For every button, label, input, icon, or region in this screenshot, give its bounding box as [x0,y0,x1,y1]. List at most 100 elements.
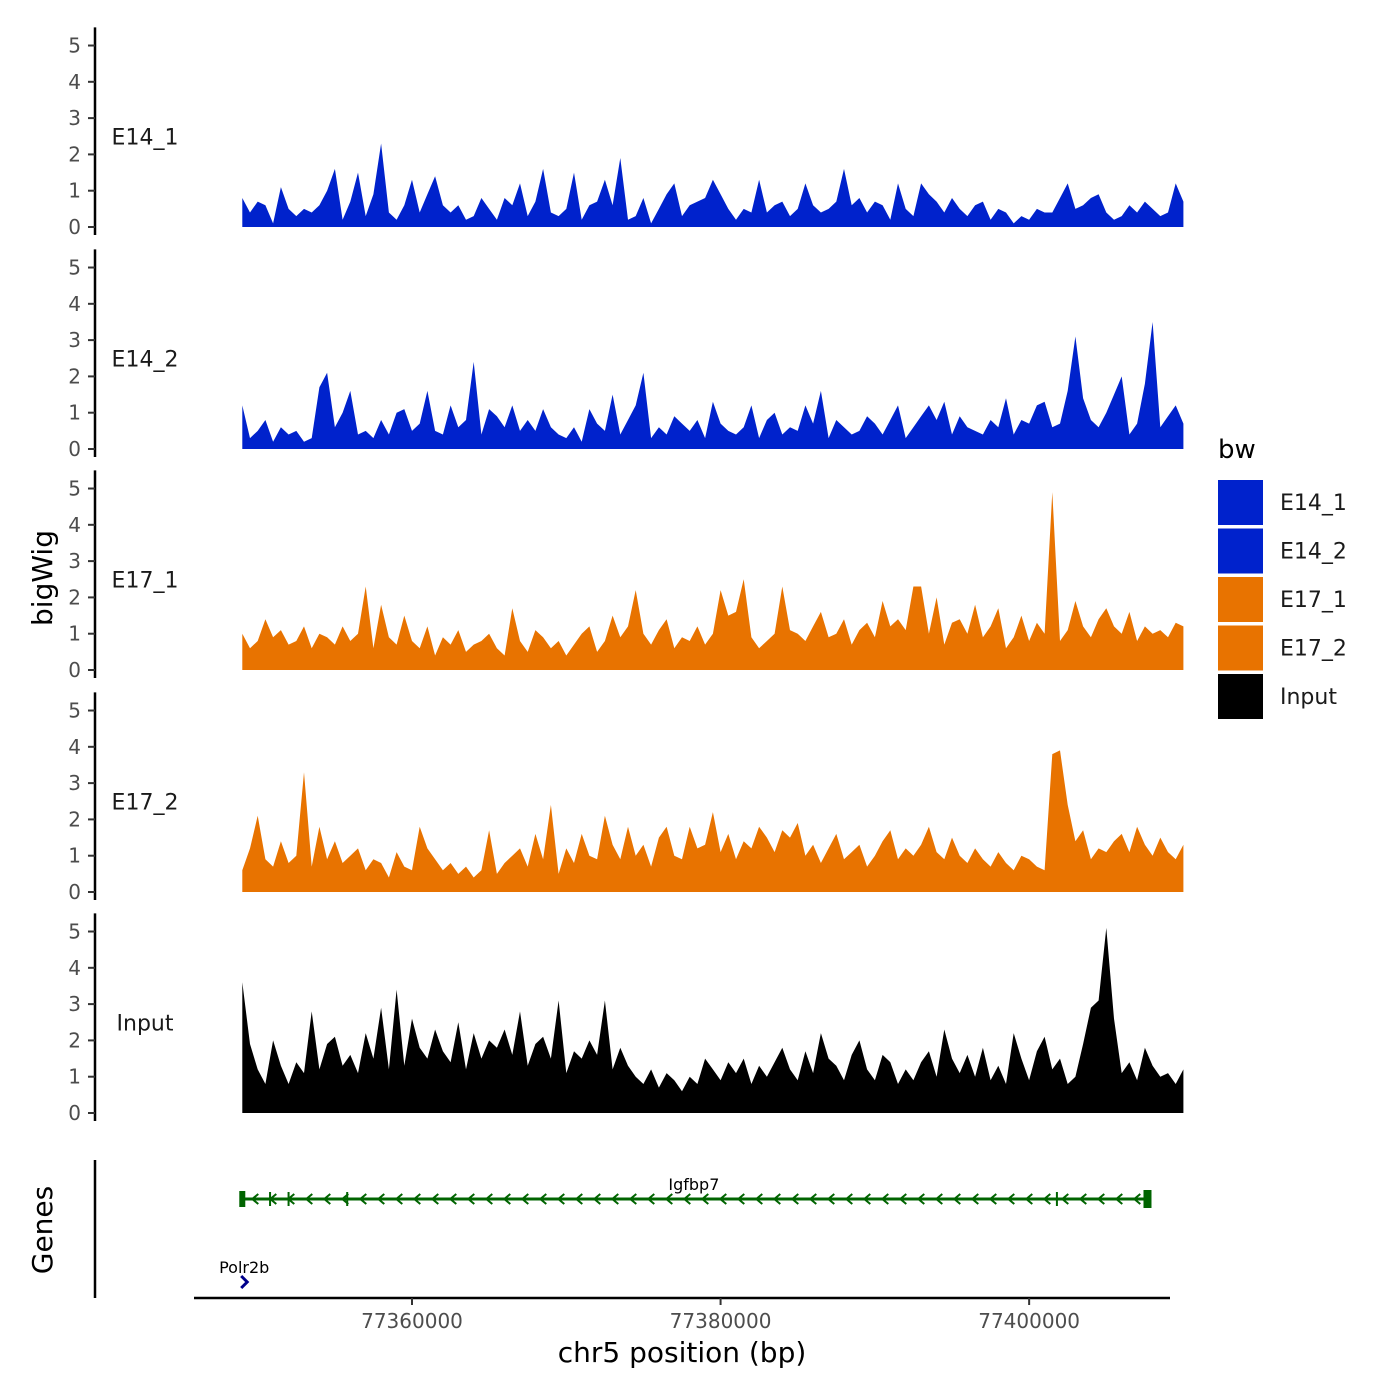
strand-arrow [808,1193,817,1205]
y-tick-label: 5 [68,256,81,280]
y-tick-label: 3 [68,328,81,352]
strand-arrow [772,1193,781,1205]
y-tick-label: 5 [68,477,81,501]
strand-arrow [304,1193,313,1205]
strand-arrow [1114,1193,1123,1205]
y-tick-label: 3 [68,549,81,573]
strand-arrow [898,1193,907,1205]
coverage-area-e17-2 [242,750,1184,892]
legend-entry-input: Input [1218,674,1337,719]
legend-swatch [1218,577,1263,622]
strand-arrow [826,1193,835,1205]
legend-entry-e14-1: E14_1 [1218,480,1347,525]
track-input: 0 1 2 3 4 5 Input [68,913,1184,1125]
y-tick-label: 2 [68,1028,81,1052]
strand-arrow [862,1193,871,1205]
strand-arrow [502,1193,511,1205]
strand-arrow [916,1193,925,1205]
y-tick-label: 2 [68,585,81,609]
strand-arrow [448,1193,457,1205]
y-tick-label: 1 [68,179,81,203]
coverage-area-e14-1 [242,143,1184,227]
legend-label: E17_1 [1280,588,1347,613]
strand-arrow [520,1193,529,1205]
coverage-area-e14-2 [242,322,1184,449]
legend-swatch [1218,528,1263,574]
strand-arrow [880,1193,889,1205]
y-tick-label: 4 [68,292,81,316]
strand-arrow [718,1193,727,1205]
legend-entry-e17-1: E17_1 [1218,577,1347,622]
strand-arrow [1042,1193,1051,1205]
strand-arrow [286,1193,295,1205]
y-tick-label: 0 [68,880,81,904]
y-tick-label: 3 [68,771,81,795]
strand-arrow [682,1193,691,1205]
strand-arrow [628,1193,637,1205]
coverage-tracks: 0 1 2 3 4 5 E14_1 0 1 2 3 4 5 E14_2 0 1 2 3 4 5 E17_1 0 1 2 3 4 5 E… [68,27,1184,1125]
track-label: E14_1 [112,125,179,150]
y-tick-label: 5 [68,34,81,58]
y-tick-label: 2 [68,364,81,388]
x-tick-label: 77380000 [670,1309,772,1333]
x-axis: 77360000 77380000 77400000 [194,1296,1170,1333]
track-label: Input [117,1011,174,1036]
track-label: E17_1 [112,568,179,593]
strand-arrow [340,1193,349,1205]
strand-arrow [538,1193,547,1205]
strand-arrow [700,1193,709,1205]
track-label: E17_2 [112,790,179,815]
strand-arrow [1024,1193,1033,1205]
y-tick-label: 2 [68,807,81,831]
gene-polr2b: Polr2b [219,1258,269,1290]
strand-arrow [322,1193,331,1205]
gene-exon [239,1191,246,1207]
x-tick-label: 77400000 [978,1309,1080,1333]
y-tick-label: 0 [68,437,81,461]
strand-arrow [988,1193,997,1205]
legend-label: E14_1 [1280,491,1347,516]
y-tick-label: 0 [68,1101,81,1125]
strand-arrow [934,1193,943,1205]
track-label: E14_2 [112,347,179,372]
legend-label: Input [1280,685,1337,710]
y-tick-label: 0 [68,215,81,239]
y-tick-label: 3 [68,992,81,1016]
strand-arrow [970,1193,979,1205]
strand-arrow [1132,1193,1141,1205]
y-tick-label: 1 [68,844,81,868]
strand-arrow [556,1193,565,1205]
legend: bw E14_1 E14_2 E17_1 E17_2 Input [1218,435,1347,719]
strand-arrow [240,1274,250,1290]
x-tick-label: 77360000 [361,1309,463,1333]
y-tick-label: 5 [68,920,81,944]
strand-arrow [1078,1193,1087,1205]
y-tick-label: 4 [68,735,81,759]
strand-arrow [736,1193,745,1205]
gene-label: Polr2b [219,1258,269,1277]
gene-exon [1143,1190,1152,1208]
strand-arrow [466,1193,475,1205]
y-tick-label: 4 [68,956,81,980]
strand-arrow [610,1193,619,1205]
strand-arrow [790,1193,799,1205]
track-e17-1: 0 1 2 3 4 5 E17_1 [68,470,1184,682]
legend-label: E14_2 [1280,540,1347,565]
strand-arrow [412,1193,421,1205]
track-e14-2: 0 1 2 3 4 5 E14_2 [68,249,1184,461]
legend-swatch [1218,480,1263,525]
coverage-area-input [242,927,1184,1113]
y-tick-label: 1 [68,401,81,425]
strand-arrow [574,1193,583,1205]
strand-arrow [952,1193,961,1205]
strand-arrow [268,1193,277,1205]
legend-swatch [1218,625,1263,671]
strand-arrow [376,1193,385,1205]
y-tick-label: 4 [68,513,81,537]
gene-igfbp7: Igfbp7 [239,1175,1152,1208]
y-tick-label: 0 [68,658,81,682]
genes-axis-title: Genes [26,1186,59,1274]
strand-arrow [394,1193,403,1205]
track-e17-2: 0 1 2 3 4 5 E17_2 [68,692,1184,904]
